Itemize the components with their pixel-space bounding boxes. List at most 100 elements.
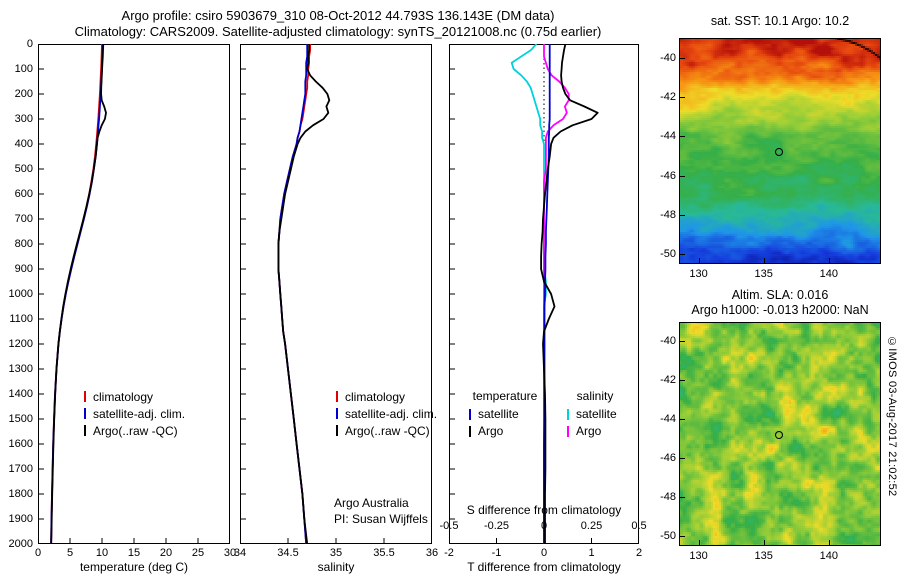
map-y-tick-label: -40 (660, 335, 676, 348)
y-tick-label: 2000 (8, 538, 33, 550)
map-tick (680, 341, 685, 343)
x-tick-label: 10 (95, 547, 109, 559)
map-tick (680, 536, 685, 538)
legend-header-temperature: temperature (472, 389, 538, 403)
s-axis-tick-label: -0.25 (483, 520, 510, 532)
satellite-swatch (336, 408, 338, 419)
satellite-adj-clim--line (50, 43, 104, 545)
map-x-tick-label: 130 (689, 268, 708, 280)
figure-title-line1: Argo profile: csiro 5903679_310 08-Oct-2… (121, 8, 555, 23)
y-tick-label: 700 (14, 213, 33, 225)
y-tick-label: 1400 (8, 388, 33, 400)
x-tick-label: -1 (491, 547, 502, 559)
map-tick (680, 458, 685, 460)
legend-label-climatology: climatology (93, 389, 154, 404)
y-tick-label: 1500 (8, 413, 33, 425)
map-tick (763, 540, 765, 545)
map-x-tick-label: 135 (754, 268, 773, 280)
imos-watermark: ©IMOS 03-Aug-2017 21:02:52 (886, 336, 898, 497)
x-tick-label: 25 (191, 547, 205, 559)
legend-label-t-argo: Argo (478, 424, 504, 438)
legend-row: climatology (336, 388, 437, 405)
s-axis-tick-label: 0.25 (580, 520, 603, 532)
argo-raw-qc--line (277, 44, 331, 545)
s-axis-tick-label: -0.5 (439, 520, 459, 532)
map-y-tick-label: -44 (660, 130, 676, 143)
figure-title-line2: Climatology: CARS2009. Satellite-adjuste… (74, 24, 602, 39)
salinity-profile-panel (239, 43, 433, 545)
legend-label-argo: Argo(..raw -QC) (345, 423, 430, 438)
map-tick (680, 57, 685, 59)
legend-entry: Argo (469, 424, 503, 438)
argo-swatch (336, 425, 338, 436)
pi-note: PI: Susan Wijffels (334, 512, 428, 526)
legend-header-salinity: salinity (576, 389, 614, 403)
y-tick-label: 400 (14, 138, 33, 150)
map-tick (828, 258, 830, 263)
legend-label-s-argo: Argo (576, 424, 602, 438)
map-y-tick-label: -48 (660, 491, 676, 504)
sst-map (679, 38, 881, 264)
y-tick-label: 1100 (9, 313, 33, 325)
map-tick (680, 380, 685, 382)
legend-label-climatology: climatology (345, 389, 406, 404)
satellite-swatch (84, 408, 86, 419)
y-tick-label: 1200 (8, 338, 33, 350)
x-tick-label: 30 (223, 547, 237, 559)
map-tick (680, 214, 685, 216)
x-tick-label: 1 (588, 547, 595, 559)
legend-entry: Argo (567, 424, 601, 438)
map-x-tick-label: 135 (754, 550, 773, 562)
t-argo-line (540, 43, 599, 544)
legend-entry: satellite (567, 407, 617, 421)
sla-map-title-line2: Argo h1000: -0.013 h2000: NaN (691, 303, 869, 317)
difference-legend: temperature salinity satellite Argo sate… (455, 389, 641, 443)
map-tick (680, 419, 685, 421)
difference-profile-panel (448, 43, 640, 545)
x-tick-label: 0 (34, 547, 42, 559)
temperature-profile-panel (37, 43, 231, 545)
map-tick (698, 540, 700, 545)
s-satellite-swatch (567, 408, 569, 420)
salinity_profile-plot (239, 43, 433, 545)
legend-row: satellite-adj. clim. (336, 405, 437, 422)
sla-map (679, 322, 881, 546)
y-tick-label: 1300 (8, 363, 33, 375)
sst-map-title: sat. SST: 10.1 Argo: 10.2 (710, 14, 850, 28)
x-tick-label: 20 (159, 547, 173, 559)
legend-label-satellite: satellite-adj. clim. (93, 406, 186, 421)
x-axis-label: salinity (317, 560, 355, 574)
x-tick-label: 35 (329, 547, 343, 559)
map-y-tick-label: -46 (660, 169, 676, 182)
map-x-tick-label: 140 (819, 268, 839, 280)
y-tick-label: 0 (26, 38, 33, 50)
y-tick-label: 1600 (8, 438, 33, 450)
sla-map-title-line1: Altim. SLA: 0.016 (731, 288, 829, 302)
map-y-tick-label: -42 (660, 374, 676, 387)
t-satellite-swatch (469, 408, 471, 420)
x-axis-label: T difference from climatology (467, 560, 621, 574)
legend-row: climatology (84, 388, 185, 405)
map-tick (680, 96, 685, 98)
legend-label-argo: Argo(..raw -QC) (93, 423, 178, 438)
x-tick-label: -2 (444, 547, 454, 559)
x-tick-label: 5 (66, 547, 74, 559)
map-y-tick-label: -46 (660, 452, 676, 465)
legend-row: satellite-adj. clim. (84, 405, 185, 422)
legend-label-s-satellite: satellite (576, 407, 617, 421)
y-tick-label: 1900 (8, 513, 33, 525)
y-tick-label: 200 (14, 88, 33, 100)
y-tick-label: 900 (14, 263, 33, 275)
y-tick-label: 1000 (8, 288, 33, 300)
argo-swatch (84, 425, 86, 436)
s-axis-tick-label: 0 (540, 520, 548, 532)
map-tick (680, 136, 685, 138)
y-tick-label: 100 (14, 63, 33, 75)
x-tick-label: 0 (540, 547, 548, 559)
map-tick (680, 175, 685, 177)
map-y-tick-label: -40 (660, 51, 676, 64)
map-x-tick-label: 140 (819, 550, 839, 562)
map-y-tick-label: -48 (660, 208, 676, 221)
map-y-tick-label: -44 (660, 413, 676, 426)
